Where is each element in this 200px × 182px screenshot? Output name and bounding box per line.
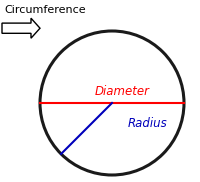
Text: Circumference: Circumference	[4, 5, 86, 15]
Text: Diameter: Diameter	[95, 85, 150, 98]
Text: Radius: Radius	[128, 116, 168, 130]
Polygon shape	[2, 18, 40, 38]
